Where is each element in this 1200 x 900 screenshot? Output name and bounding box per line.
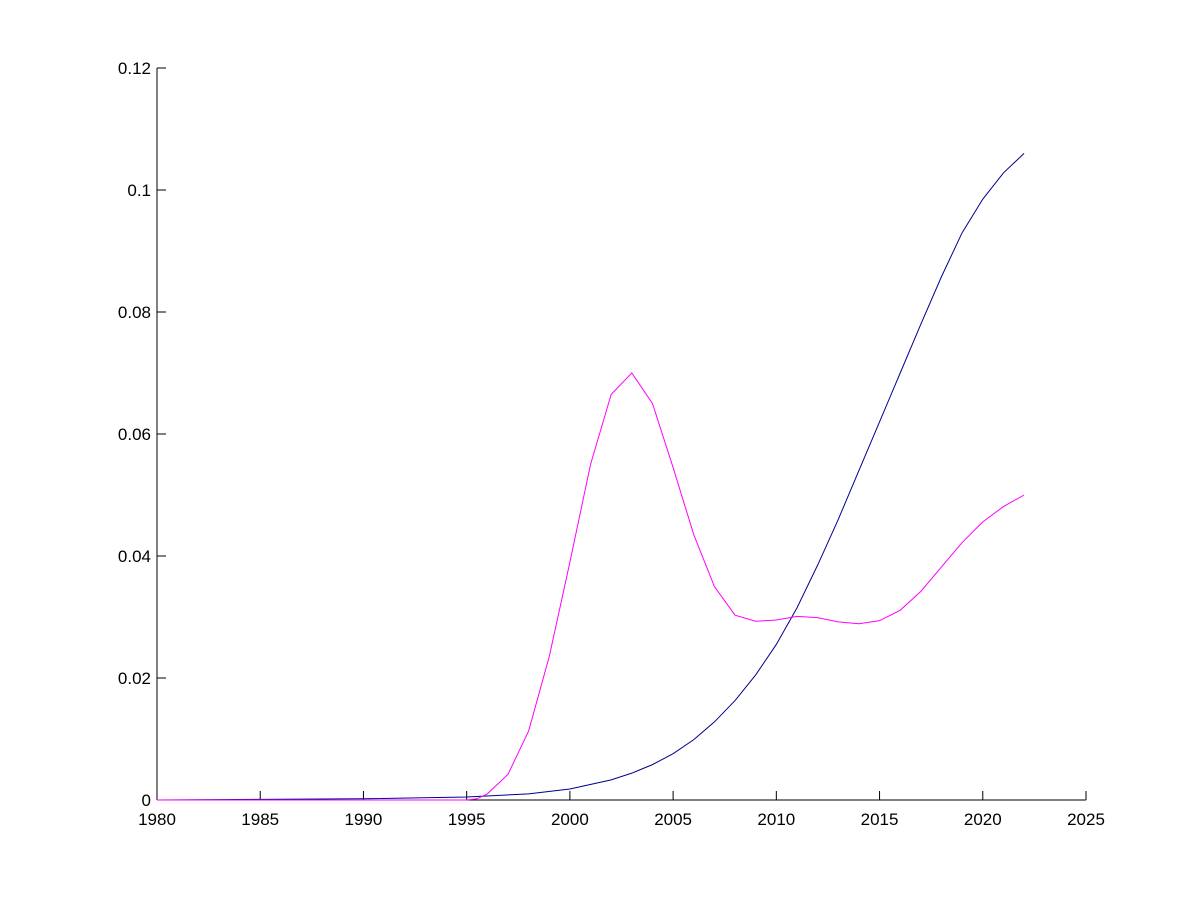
axis-ticks: 1980 1985 1990 1995 2000 2005 2010 2015 2020 2025… — [118, 59, 1105, 829]
y-tick-label: 0.12 — [118, 59, 151, 78]
y-tick-label: 0.04 — [118, 547, 151, 566]
y-tick-label: 0.1 — [127, 181, 151, 200]
y-tick-label: 0.02 — [118, 669, 151, 688]
x-tick-label: 2010 — [757, 810, 795, 829]
x-tick-label: 1985 — [241, 810, 279, 829]
x-tick-label: 2000 — [551, 810, 589, 829]
x-tick-label: 1995 — [448, 810, 486, 829]
chart-axes — [156, 68, 1086, 801]
series-line-2 — [157, 372, 1025, 801]
x-tick-label: 1980 — [138, 810, 176, 829]
series-line-1 — [156, 153, 1025, 801]
x-tick-label: 2005 — [654, 810, 692, 829]
series-layer — [156, 153, 1025, 801]
y-tick-label: 0.08 — [118, 303, 151, 322]
x-tick-label: 2015 — [861, 810, 899, 829]
x-tick-label: 2020 — [964, 810, 1002, 829]
x-tick-label: 1990 — [345, 810, 383, 829]
y-tick-label: 0 — [142, 791, 151, 810]
y-tick-label: 0.06 — [118, 425, 151, 444]
x-tick-label: 2025 — [1067, 810, 1105, 829]
